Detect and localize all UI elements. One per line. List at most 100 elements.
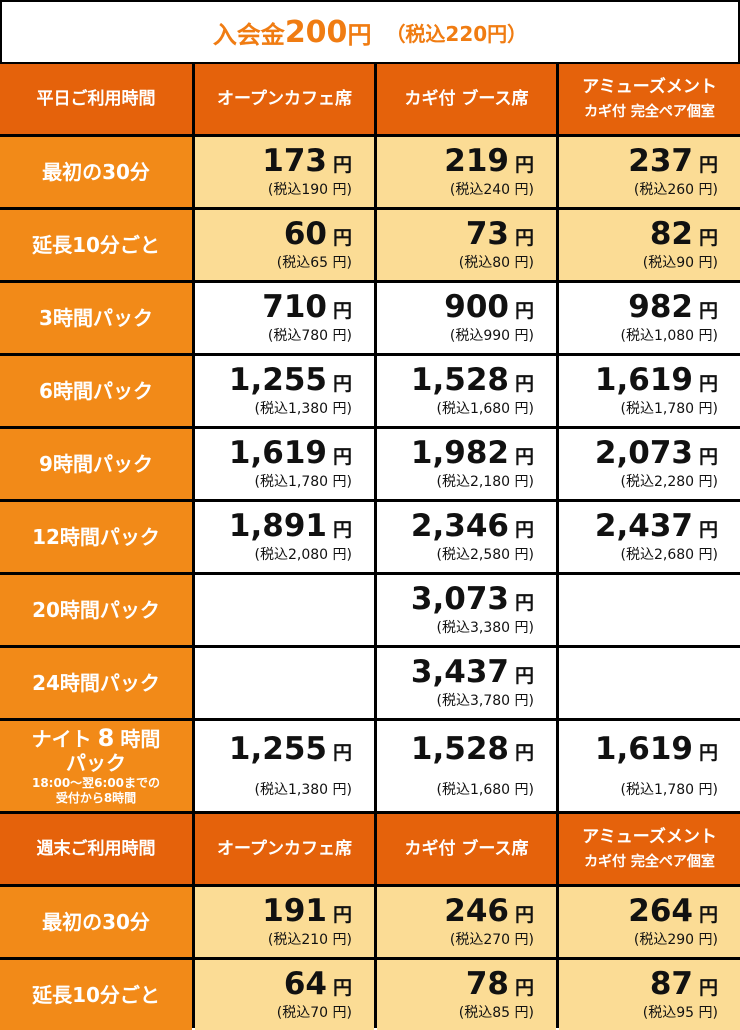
- price-value: 1,528 円: [410, 361, 534, 398]
- night-pack-title-c: パック: [66, 750, 126, 775]
- night-pack-title-line: ナイト 8 時間: [32, 725, 161, 751]
- price-cell: 1,619 円 (税込1,780 円): [559, 721, 740, 811]
- header-col-subtext: カギ付 完全ペア個室: [584, 103, 715, 120]
- row-label-text: 最初の30分: [42, 910, 150, 934]
- price-yen: 円: [514, 153, 534, 176]
- weekday-row: 3時間パック 710 円 (税込780 円) 900 円 (税込990 円) 982 円 (税込1…: [0, 283, 740, 353]
- weekday-row: 24時間パック 3,437 円 (税込3,780 円): [0, 648, 740, 718]
- row-label-text: 延長10分ごと: [32, 233, 160, 257]
- price-tax-included: (税込2,280 円): [620, 474, 718, 491]
- price-value: 982 円: [628, 290, 718, 324]
- price-yen: 円: [698, 741, 718, 764]
- row-label-text: 延長10分ごと: [32, 983, 160, 1007]
- weekend-row: 延長10分ごと 64 円 (税込70 円) 78 円 (税込85 円) 87 円 (税込95 円): [0, 960, 740, 1030]
- weekend-header-amusement: アミューズメント カギ付 完全ペア個室: [559, 814, 740, 884]
- price-yen: 円: [514, 518, 534, 541]
- price-yen: 円: [514, 299, 534, 322]
- price-value: 1,619 円: [229, 436, 352, 470]
- row-label-text: 12時間パック: [32, 525, 160, 549]
- enrollment-fee-unit: 円: [347, 20, 372, 49]
- price-number: 1,255: [228, 730, 327, 767]
- price-yen: 円: [698, 153, 718, 176]
- night-pack-label: ナイト 8 時間 パック 18:00〜翌6:00までの 受付から8時間: [0, 721, 192, 811]
- price-tax-included: (税込210 円): [267, 932, 352, 949]
- row-label: 6時間パック: [0, 356, 192, 426]
- enrollment-fee-prefix: 入会金: [212, 20, 285, 49]
- price-cell: 900 円 (税込990 円): [377, 283, 556, 353]
- weekend-header-open-cafe: オープンカフェ席: [195, 814, 374, 884]
- weekday-header-row: 平日ご利用時間 オープンカフェ席 カギ付 ブース席 アミューズメント カギ付 完全ペア個…: [0, 64, 740, 134]
- price-cell: 1,528 円 (税込1,680 円): [377, 721, 556, 811]
- price-tax-included: (税込2,180 円): [436, 474, 534, 491]
- price-yen: 円: [332, 976, 352, 999]
- price-tax-included: (税込3,380 円): [436, 620, 534, 637]
- price-number: 219: [444, 142, 509, 179]
- price-tax-included: (税込1,680 円): [436, 782, 534, 799]
- header-col-text: オープンカフェ席: [217, 88, 352, 109]
- price-tax-included: (税込190 円): [267, 182, 352, 199]
- price-cell: 3,437 円 (税込3,780 円): [377, 648, 556, 718]
- price-value: 264 円: [628, 894, 718, 928]
- price-cell: 1,619 円 (税込1,780 円): [559, 356, 740, 426]
- weekday-night-row: ナイト 8 時間 パック 18:00〜翌6:00までの 受付から8時間 1,255 円 (税込1…: [0, 721, 740, 811]
- price-yen: 円: [332, 372, 352, 395]
- row-label-text: 6時間パック: [39, 379, 153, 403]
- price-yen: 円: [514, 976, 534, 999]
- header-label-text: 週末ご利用時間: [36, 838, 156, 859]
- price-tax-included: (税込85 円): [458, 1005, 534, 1022]
- weekday-header-label: 平日ご利用時間: [0, 64, 192, 134]
- row-label: 延長10分ごと: [0, 210, 192, 280]
- night-pack-title-line2: パック: [66, 752, 126, 774]
- price-cell: [559, 648, 740, 718]
- price-cell: 173 円 (税込190 円): [195, 137, 374, 207]
- price-number: 900: [444, 288, 509, 325]
- price-yen: 円: [332, 903, 352, 926]
- price-tax-included: (税込1,380 円): [254, 782, 352, 799]
- price-yen: 円: [332, 445, 352, 468]
- header-col-text: カギ付 ブース席: [404, 838, 529, 859]
- price-yen: 円: [698, 445, 718, 468]
- price-cell: 2,437 円 (税込2,680 円): [559, 502, 740, 572]
- price-yen: 円: [514, 445, 534, 468]
- price-yen: 円: [514, 664, 534, 687]
- price-cell: 3,073 円 (税込3,380 円): [377, 575, 556, 645]
- night-pack-title-b: 時間: [120, 727, 161, 752]
- price-tax-included: (税込1,680 円): [436, 401, 534, 418]
- weekday-header-booth: カギ付 ブース席: [377, 64, 556, 134]
- price-tax-included: (税込1,780 円): [254, 474, 352, 491]
- price-yen: 円: [698, 518, 718, 541]
- row-label: 9時間パック: [0, 429, 192, 499]
- price-tax-included: (税込70 円): [276, 1005, 352, 1022]
- row-label: 3時間パック: [0, 283, 192, 353]
- price-cell: 246 円 (税込270 円): [377, 887, 556, 957]
- weekday-header-amusement: アミューズメント カギ付 完全ペア個室: [559, 64, 740, 134]
- weekday-row: 6時間パック 1,255 円 (税込1,380 円) 1,528 円 (税込1,680 円)…: [0, 356, 740, 426]
- night-pack-note: 18:00〜翌6:00までの 受付から8時間: [32, 776, 160, 807]
- price-cell: 1,619 円 (税込1,780 円): [195, 429, 374, 499]
- price-tax-included: (税込3,780 円): [436, 693, 534, 710]
- header-col-text: アミューズメント: [582, 827, 717, 848]
- night-pack-note-line2: 受付から8時間: [55, 791, 137, 806]
- price-tax-included: (税込1,780 円): [620, 401, 718, 418]
- price-number: 78: [465, 965, 509, 1002]
- price-value: 1,619 円: [595, 732, 718, 766]
- price-number: 710: [262, 288, 327, 325]
- price-yen: 円: [514, 591, 534, 614]
- row-label: 12時間パック: [0, 502, 192, 572]
- price-tax-included: (税込290 円): [633, 932, 718, 949]
- row-label: 延長10分ごと: [0, 960, 192, 1030]
- price-tax-included: (税込2,680 円): [620, 547, 718, 564]
- weekday-row: 9時間パック 1,619 円 (税込1,780 円) 1,982 円 (税込2,180 円)…: [0, 429, 740, 499]
- price-tax-included: (税込95 円): [642, 1005, 718, 1022]
- price-value: 173 円: [262, 144, 352, 178]
- price-value: 60 円: [284, 217, 352, 251]
- night-pack-note-line1: 18:00〜翌6:00までの: [31, 775, 161, 790]
- price-yen: 円: [332, 153, 352, 176]
- price-value: 237 円: [628, 144, 718, 178]
- price-tax-included: (税込2,080 円): [254, 547, 352, 564]
- price-cell: [195, 648, 374, 718]
- price-number: 1,528: [410, 361, 509, 398]
- price-tax-included: (税込1,380 円): [254, 401, 352, 418]
- price-cell: 1,528 円 (税込1,680 円): [377, 356, 556, 426]
- price-yen: 円: [514, 372, 534, 395]
